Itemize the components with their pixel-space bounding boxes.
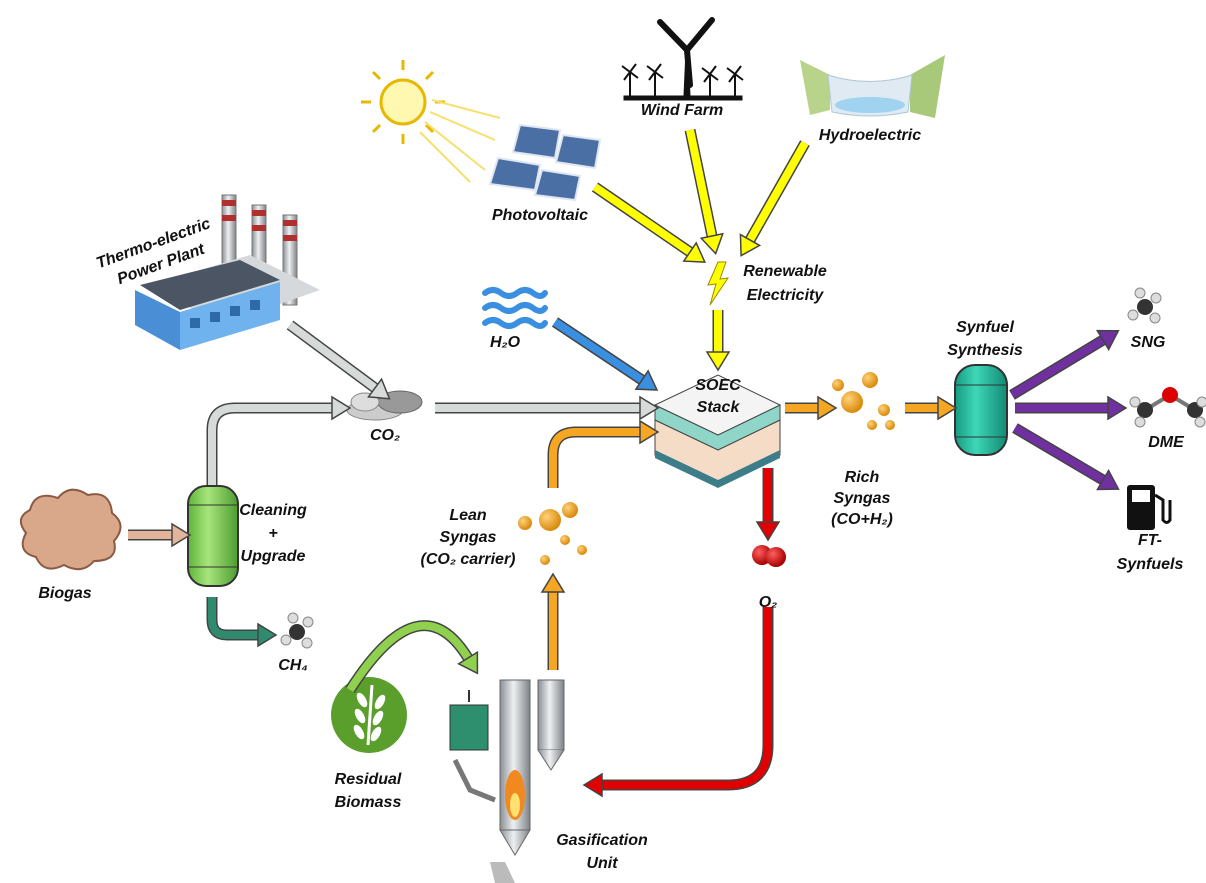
label-line: Upgrade bbox=[241, 548, 306, 565]
label-line: Biogas bbox=[38, 585, 91, 602]
node-label: O₂ bbox=[759, 594, 778, 611]
label-line: Lean bbox=[449, 507, 487, 524]
label-line: Unit bbox=[586, 855, 618, 872]
lean-syngas-icon bbox=[518, 502, 587, 565]
node-label: Photovoltaic bbox=[492, 207, 588, 224]
wind-farm-icon bbox=[622, 20, 743, 100]
node-label: SNG bbox=[1131, 334, 1166, 351]
node-label: FT- Synfuels bbox=[1117, 532, 1184, 573]
dme-molecule-icon bbox=[1130, 387, 1206, 427]
label-line: Photovoltaic bbox=[492, 207, 588, 224]
o2-molecule-icon bbox=[752, 545, 786, 567]
lightning-icon bbox=[708, 262, 728, 305]
arrow-head bbox=[707, 352, 729, 370]
label-line: Synthesis bbox=[947, 342, 1023, 359]
arrow-body bbox=[553, 432, 640, 488]
node-label: Biogas bbox=[38, 585, 91, 602]
label-line: Biomass bbox=[335, 794, 402, 811]
arrow-head bbox=[757, 522, 779, 540]
arrow-outline bbox=[212, 408, 332, 485]
label-line: DME bbox=[1148, 434, 1185, 451]
diagram: Wind FarmHydroelectricPhotovoltaicThermo… bbox=[0, 0, 1206, 883]
arrow-body bbox=[555, 322, 642, 380]
rich-syngas-icon bbox=[832, 372, 895, 430]
arrow-head bbox=[258, 624, 276, 646]
label-line: SNG bbox=[1131, 334, 1166, 351]
label-line: SOEC bbox=[695, 377, 741, 394]
arrow-body bbox=[1015, 428, 1103, 480]
arrow-head bbox=[332, 397, 350, 419]
label-line: O₂ bbox=[759, 594, 778, 611]
solar-panels-icon bbox=[490, 125, 600, 200]
arrow-body bbox=[750, 143, 805, 240]
label-line: Electricity bbox=[747, 287, 825, 304]
label-line: H₂O bbox=[490, 334, 521, 351]
arrow-body bbox=[290, 325, 375, 388]
gasifier-icon bbox=[450, 680, 564, 883]
sun-icon bbox=[361, 60, 500, 182]
label-line: Residual bbox=[335, 771, 402, 788]
node-label: Cleaning + Upgrade bbox=[239, 502, 307, 565]
arrow-head bbox=[584, 774, 602, 796]
label-line: Gasification bbox=[556, 832, 648, 849]
page: {"labels": [ ["Wind Farm"], ["Hydroelect… bbox=[0, 0, 1206, 883]
fuel-pump-icon bbox=[1127, 485, 1170, 530]
arrow-body bbox=[690, 130, 712, 236]
node-label: Renewable Electricity bbox=[743, 263, 827, 304]
node-label: Gasification Unit bbox=[556, 832, 648, 872]
hydroelectric-dam-icon bbox=[800, 55, 945, 118]
arrow-head bbox=[1108, 397, 1126, 419]
biogas-cloud-icon bbox=[21, 490, 121, 570]
label-line: Synfuel bbox=[956, 319, 1014, 336]
sng-molecule-icon bbox=[1128, 288, 1161, 323]
label-line: Rich bbox=[845, 469, 880, 486]
label-line: Synfuels bbox=[1117, 556, 1184, 573]
node-label: CO₂ bbox=[370, 427, 400, 444]
label-line: Cleaning bbox=[239, 502, 307, 519]
arrow-outline bbox=[602, 607, 768, 785]
label-line: Renewable bbox=[743, 263, 827, 280]
water-icon bbox=[485, 290, 545, 326]
label-line: Hydroelectric bbox=[819, 127, 921, 144]
arrow-head bbox=[701, 234, 723, 254]
label-line: Syngas bbox=[440, 529, 497, 546]
node-label: H₂O bbox=[490, 334, 521, 351]
node-label: Residual Biomass bbox=[335, 771, 402, 811]
ch4-molecule-icon bbox=[281, 613, 313, 648]
node-label: Synfuel Synthesis bbox=[947, 319, 1023, 359]
node-label: DME bbox=[1148, 434, 1185, 451]
arrow-body bbox=[595, 187, 690, 252]
arrow-head bbox=[542, 574, 564, 592]
arrow-head bbox=[938, 397, 956, 419]
label-line: + bbox=[268, 525, 277, 542]
label-line: Syngas bbox=[834, 490, 891, 507]
label-line: (CO₂ carrier) bbox=[420, 551, 515, 568]
label-line: CO₂ bbox=[370, 427, 400, 444]
node-label: Wind Farm bbox=[641, 102, 724, 119]
node-label: Hydroelectric bbox=[819, 127, 921, 144]
arrow-outline bbox=[553, 432, 640, 488]
label-line: Stack bbox=[697, 399, 741, 416]
label-line: (CO+H₂) bbox=[831, 511, 893, 528]
arrow-body bbox=[212, 408, 332, 485]
node-label: Rich Syngas (CO+H₂) bbox=[831, 469, 893, 528]
node-label: Lean Syngas (CO₂ carrier) bbox=[420, 507, 515, 568]
arrow-body bbox=[1012, 340, 1103, 395]
arrow-head bbox=[818, 397, 836, 419]
label-line: CH₄ bbox=[278, 657, 308, 674]
synfuel-reactor-icon bbox=[955, 365, 1007, 455]
node-label: CH₄ bbox=[278, 657, 308, 674]
arrow-body bbox=[602, 607, 768, 785]
arrow-body bbox=[212, 597, 258, 635]
arrows bbox=[128, 130, 1126, 796]
label-line: FT- bbox=[1138, 532, 1162, 549]
cleaning-tank-icon bbox=[188, 486, 238, 586]
label-line: Wind Farm bbox=[641, 102, 724, 119]
biomass-icon bbox=[331, 677, 407, 753]
